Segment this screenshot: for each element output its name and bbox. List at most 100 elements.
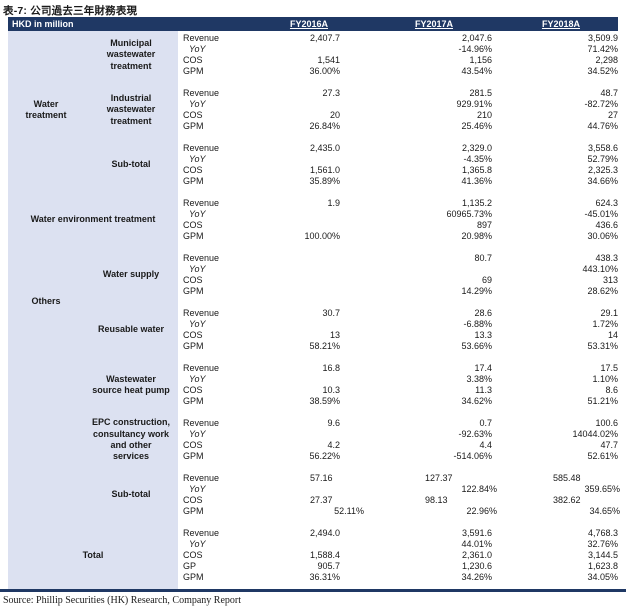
value-cell: 17.4 <box>474 363 492 373</box>
row-block: Revenue 57.16 127.37 585.48 YoY 122.84% 359.65… <box>178 473 620 517</box>
row-block: Revenue 2,435.0 2,329.0 3,558.6 YoY -4.35% 52.… <box>178 143 618 187</box>
table-row: Revenue 2,407.7 2,047.6 3,509.9 <box>178 33 618 44</box>
table-row: COS 897 436.6 <box>178 220 618 231</box>
value-cell: 28.6 <box>474 308 492 318</box>
category-label: Sub-total <box>111 489 151 500</box>
value-cell: 34.65% <box>589 506 620 516</box>
value-cell: 36.00% <box>309 66 340 76</box>
value-cell: 2,407.7 <box>309 33 340 43</box>
row-block: Revenue 80.7 438.3 YoY 443.10% COS 69 313 GPM 14.… <box>178 253 618 297</box>
rows-area: Revenue 2,407.7 2,047.6 3,509.9 YoY -14.96% 71… <box>178 31 620 589</box>
value-cell: 3,591.6 <box>461 528 492 538</box>
value-cell: 100.6 <box>595 418 618 428</box>
value-cell: 100.00% <box>304 231 340 241</box>
value-cell: 47.7 <box>600 440 618 450</box>
row-block: Revenue 30.7 28.6 29.1 YoY -6.88% 1.72% COS 13 13… <box>178 308 618 352</box>
value-cell: 60965.73% <box>446 209 492 219</box>
value-cell: 29.1 <box>600 308 618 318</box>
value-cell: -514.06% <box>453 451 492 461</box>
value-cell: 3,144.5 <box>587 550 618 560</box>
row-block: Revenue 27.3 281.5 48.7 YoY 929.91% -82.72% COS… <box>178 88 618 132</box>
value-cell: 897 <box>476 220 492 230</box>
value-cell <box>340 264 492 275</box>
value-cell: 16.8 <box>322 363 340 373</box>
value-cell: 1,135.2 <box>461 198 492 208</box>
value-cell: 69 <box>481 275 492 285</box>
metric-label: GPM <box>183 286 204 296</box>
value-cell: 53.31% <box>587 341 618 351</box>
table-row: Revenue 2,435.0 2,329.0 3,558.6 <box>178 143 618 154</box>
value-cell: 11.3 <box>475 385 492 395</box>
value-cell <box>240 374 340 385</box>
table-row: Revenue 27.3 281.5 48.7 <box>178 88 618 99</box>
value-cell: 98.13 <box>425 495 448 505</box>
table-row: Revenue 1.9 1,135.2 624.3 <box>178 198 618 209</box>
table-row: COS 1,561.0 1,365.8 2,325.3 <box>178 165 618 176</box>
table-row: GPM 56.22% -514.06% 52.61% <box>178 451 618 462</box>
value-cell: 34.62% <box>461 396 492 406</box>
metric-label: GPM <box>183 341 204 351</box>
col-header-fy2017a: FY2017A <box>414 19 453 29</box>
value-cell: 3,509.9 <box>587 33 618 43</box>
table-row: GPM 36.31% 34.26% 34.05% <box>178 572 618 583</box>
group-label-water-treatment: Water treatment <box>25 98 67 120</box>
table-row: YoY -14.96% 71.42% <box>178 44 618 55</box>
value-cell <box>240 539 340 550</box>
table-row: GPM 100.00% 20.98% 30.06% <box>178 231 618 242</box>
value-cell: 34.66% <box>587 176 618 186</box>
value-cell: 34.26% <box>461 572 492 582</box>
value-cell: 34.05% <box>587 572 618 582</box>
value-cell: 313 <box>602 275 618 285</box>
value-cell: 58.21% <box>309 341 340 351</box>
value-cell: 43.54% <box>461 66 492 76</box>
value-cell: 905.7 <box>317 561 340 571</box>
value-cell: 13 <box>329 330 340 340</box>
value-cell: 122.84% <box>461 484 497 494</box>
metric-label: COS <box>183 550 203 560</box>
value-cell <box>240 319 340 330</box>
row-block: Revenue 2,407.7 2,047.6 3,509.9 YoY -14.96% 71… <box>178 33 618 77</box>
row-block: Revenue 16.8 17.4 17.5 YoY 3.38% 1.10% COS 10.3 1… <box>178 363 618 407</box>
value-cell: 30.06% <box>587 231 618 241</box>
value-cell: -92.63% <box>458 429 492 439</box>
metric-label: YoY <box>189 154 206 164</box>
table-row: Revenue 2,494.0 3,591.6 4,768.3 <box>178 528 618 539</box>
table-header: HKD in million FY2016A FY2017A FY2018A <box>8 17 618 31</box>
left-panel: Municipal wastewater treatment Industrial wa… <box>8 31 178 589</box>
value-cell: 9.6 <box>327 418 340 428</box>
category-label: Water supply <box>102 269 160 280</box>
value-cell: 1,230.6 <box>461 561 492 571</box>
value-cell: -45.01% <box>584 209 618 219</box>
value-cell: 52.61% <box>587 451 618 461</box>
value-cell: 10.3 <box>322 385 340 395</box>
metric-label: COS <box>183 495 203 505</box>
row-block: Revenue 9.6 0.7 100.6 YoY -92.63% 14044.02% COS… <box>178 418 618 462</box>
unit-label: HKD in million <box>12 19 74 29</box>
category-label: Sub-total <box>111 159 151 170</box>
table-row: YoY -92.63% 14044.02% <box>178 429 618 440</box>
metric-label: Revenue <box>183 88 220 98</box>
value-cell: 28.62% <box>587 286 618 296</box>
metric-label: YoY <box>189 374 206 384</box>
value-cell: 624.3 <box>595 198 618 208</box>
value-cell: 22.96% <box>466 506 497 516</box>
value-cell: 0.7 <box>479 418 492 428</box>
metric-label: YoY <box>189 429 206 439</box>
metric-label: YoY <box>189 44 206 54</box>
bottom-rule <box>0 589 626 592</box>
value-cell <box>240 220 340 231</box>
value-cell: 53.66% <box>461 341 492 351</box>
value-cell <box>240 209 340 220</box>
table-row: COS 69 313 <box>178 275 618 286</box>
value-cell: 20.98% <box>461 231 492 241</box>
value-cell <box>240 154 340 165</box>
value-cell: -82.72% <box>584 99 618 109</box>
table-row: Revenue 16.8 17.4 17.5 <box>178 363 618 374</box>
metric-label: YoY <box>189 209 206 219</box>
value-cell: 2,329.0 <box>461 143 492 153</box>
table-row: COS 1,541 1,156 2,298 <box>178 55 618 66</box>
value-cell: 2,494.0 <box>309 528 340 538</box>
metric-label: GPM <box>183 572 204 582</box>
value-cell <box>240 286 340 297</box>
value-cell: 2,361.0 <box>461 550 492 560</box>
